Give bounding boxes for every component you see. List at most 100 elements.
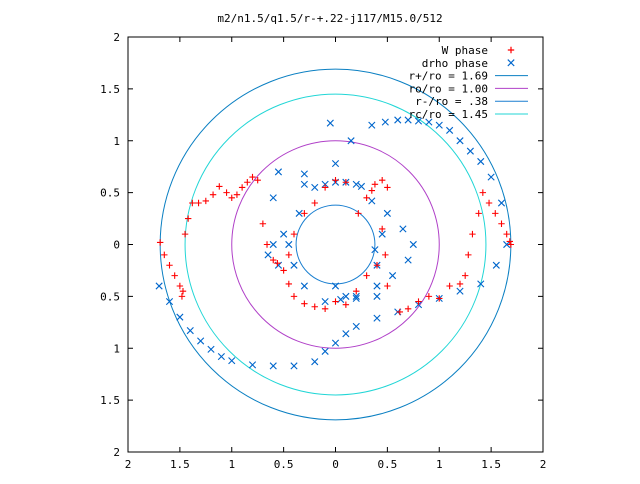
drho-phase-point — [383, 209, 391, 217]
w-phase-point — [274, 259, 281, 267]
drho-phase-point — [321, 347, 329, 355]
w-phase-point — [425, 293, 433, 300]
drho-phase-point — [352, 322, 360, 331]
drho-phase-point — [373, 292, 381, 300]
w-phase-point — [285, 280, 293, 288]
drho-phase-point — [176, 313, 184, 321]
drho-phase-point — [197, 337, 205, 345]
w-phase-point — [189, 199, 196, 207]
y-tick-label: 2 — [113, 31, 120, 44]
w-phase-point — [263, 241, 271, 248]
w-phase-point — [156, 239, 164, 246]
w-phase-point — [384, 282, 391, 290]
drho-phase-point — [264, 251, 272, 259]
w-phase-point — [368, 187, 376, 194]
w-phase-point — [378, 176, 386, 184]
drho-phase-point — [414, 117, 423, 125]
drho-phase-point — [487, 173, 495, 181]
w-phase-point — [373, 262, 381, 269]
w-phase-point — [301, 300, 308, 307]
drho-phase-point — [352, 292, 360, 300]
w-phase-point — [254, 176, 261, 184]
legend-marker — [507, 46, 515, 54]
w-phase-point — [415, 298, 422, 305]
w-phase-point — [353, 287, 360, 295]
drho-phase-point — [269, 362, 277, 370]
w-phase-point — [507, 241, 515, 248]
w-phase-point — [475, 210, 482, 217]
w-phase-point — [238, 184, 246, 191]
w-phase-point — [216, 183, 223, 190]
w-phase-point — [332, 176, 339, 184]
drho-phase-point — [342, 330, 350, 338]
drho-phase-point — [274, 168, 283, 176]
drho-phase-point — [331, 282, 340, 290]
w-phase-point — [290, 230, 298, 238]
w-phase-point — [384, 184, 391, 191]
drho-phase-point — [347, 137, 355, 145]
drho-phase-point — [492, 261, 500, 269]
drho-phase-point — [331, 339, 340, 347]
x-tick-label: 2 — [540, 458, 547, 471]
w-phase-point — [363, 272, 370, 279]
drho-phase-point — [217, 352, 225, 361]
drho-phase-point — [399, 225, 407, 233]
w-phase-point — [342, 179, 350, 186]
y-tick-label: 0.5 — [100, 290, 120, 303]
y-tick-label: 0.5 — [100, 187, 120, 200]
drho-phase-point — [269, 240, 277, 249]
drho-phase-point — [326, 119, 334, 127]
drho-phase-point — [404, 256, 412, 264]
w-phase-point — [485, 199, 493, 207]
drho-phase-point — [466, 147, 474, 155]
w-phase-point — [363, 194, 370, 202]
drho-phase-point — [381, 118, 389, 126]
legend-label: r+/ro = 1.69 — [409, 70, 488, 83]
w-phase-point — [332, 298, 339, 305]
w-phase-point — [195, 199, 202, 207]
drho-phase-point — [371, 246, 379, 254]
legend-label: drho phase — [422, 57, 488, 70]
drho-phase-point — [394, 116, 402, 124]
w-phase-point — [280, 267, 287, 274]
w-phase-point — [223, 189, 230, 196]
x-tick-label: 1.5 — [170, 458, 190, 471]
w-phase-point — [259, 220, 267, 227]
axis-ticks: 2 1.5 1 0.5 0 0.5 1 1.5 221.510.500.511.52 — [100, 31, 546, 471]
legend-label: W phase — [442, 44, 488, 57]
drho-phase-point — [404, 116, 412, 124]
w-phase-point — [270, 256, 277, 264]
w-phase-point — [228, 194, 235, 202]
w-phase-point — [321, 184, 329, 191]
data-markers — [155, 116, 515, 370]
drho-phase-point — [477, 280, 485, 288]
drho-phase-point — [373, 282, 381, 290]
drho-phase-point — [290, 362, 298, 370]
w-phase-point — [371, 181, 379, 188]
legend-label: ro/ro = 1.00 — [409, 82, 488, 95]
circle-rro — [159, 68, 512, 421]
drho-phase-point — [321, 297, 329, 306]
drho-phase-point — [435, 121, 443, 129]
w-phase-point — [184, 215, 192, 222]
drho-phase-point — [357, 182, 366, 190]
w-phase-point — [492, 210, 499, 217]
drho-phase-point — [503, 240, 511, 249]
chart-title: m2/n1.5/q1.5/r-+.22-j117/M15.0/512 — [217, 12, 442, 25]
w-phase-point — [342, 301, 350, 308]
drho-phase-point — [497, 199, 506, 207]
x-tick-label: 1.5 — [481, 458, 501, 471]
drho-phase-point — [456, 287, 464, 295]
drho-phase-point — [290, 261, 298, 269]
y-tick-label: 0 — [113, 239, 120, 252]
circle-rro — [295, 204, 376, 285]
w-phase-point — [378, 225, 386, 233]
drho-phase-point — [477, 157, 485, 166]
drho-phase-point — [295, 209, 303, 217]
x-tick-label: 1 — [228, 458, 235, 471]
y-tick-label: 2 — [113, 446, 120, 459]
w-phase-point — [396, 308, 404, 316]
w-phase-point — [503, 230, 510, 238]
drho-phase-point — [368, 121, 376, 129]
w-phase-point — [249, 173, 256, 181]
